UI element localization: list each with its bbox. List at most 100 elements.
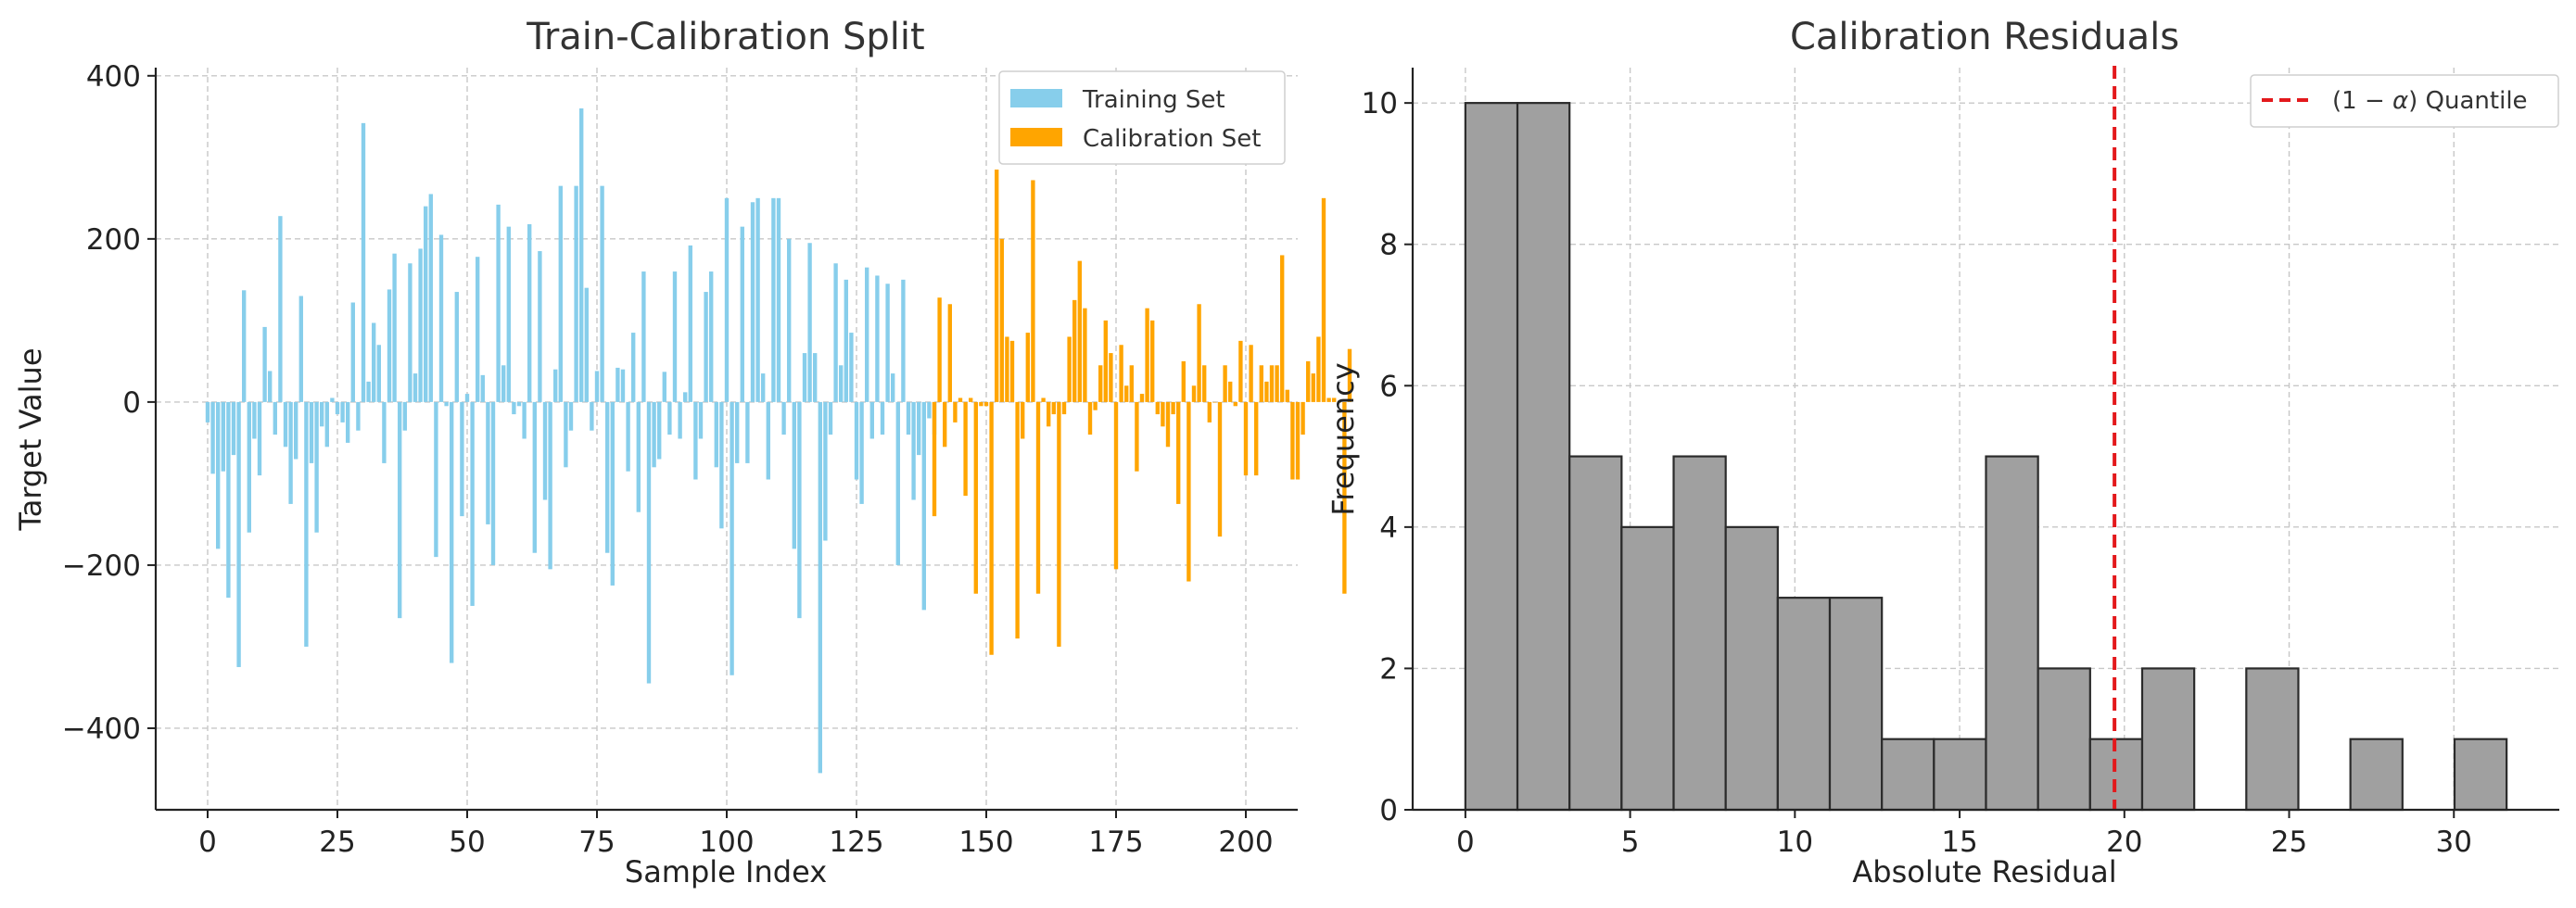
calibration-bar	[1098, 365, 1103, 402]
training-bar	[761, 373, 766, 402]
training-bar	[885, 284, 890, 402]
histogram-bar	[2453, 738, 2508, 812]
training-bar	[662, 372, 666, 402]
training-bar	[875, 275, 880, 402]
training-bar	[880, 401, 885, 435]
training-bar	[921, 401, 926, 611]
training-bar	[584, 287, 589, 402]
x-tick-label: 25	[2271, 826, 2307, 859]
training-bar	[361, 122, 366, 402]
training-bar	[309, 401, 314, 463]
calibration-bar	[953, 401, 958, 422]
training-bar	[854, 401, 859, 480]
calibration-bar	[1155, 401, 1160, 415]
training-bar	[257, 401, 262, 476]
training-bar	[398, 401, 402, 619]
training-bar	[454, 292, 459, 402]
calibration-bar	[1332, 397, 1337, 402]
training-bar	[330, 397, 335, 402]
histogram-bar	[2037, 667, 2091, 812]
calibration-bar	[1254, 401, 1259, 476]
training-bar	[470, 401, 475, 606]
calibration-bar	[1051, 401, 1056, 415]
training-bar	[859, 401, 864, 504]
training-bar	[895, 401, 900, 565]
y-axis-label: Frequency	[1326, 362, 1361, 515]
x-tick-label: 100	[699, 826, 754, 859]
calibration-bar	[1072, 299, 1077, 402]
training-bar	[672, 271, 678, 402]
training-bar	[704, 292, 708, 402]
training-bar	[605, 401, 610, 553]
training-bar	[797, 401, 802, 619]
training-bar	[382, 401, 387, 463]
x-tick-label: 15	[1941, 826, 1977, 859]
calibration-bar	[1165, 401, 1171, 448]
axes: 0 25 50 75 100 125 150 175 200 −400 −200 0 200 400	[62, 60, 1298, 859]
training-bar	[646, 401, 652, 684]
training-bar	[698, 401, 704, 439]
calibration-bar	[1161, 401, 1165, 427]
legend-swatch-training	[1010, 89, 1062, 107]
calibration-bar	[1145, 308, 1149, 402]
training-bar	[615, 367, 620, 402]
calibration-bar	[1025, 333, 1030, 402]
training-bar	[730, 401, 734, 675]
training-bar	[252, 401, 257, 439]
calibration-bar	[1021, 401, 1025, 439]
training-bar	[724, 197, 730, 402]
calibration-bar	[995, 170, 999, 402]
training-bar	[766, 401, 770, 480]
legend-label-training: Training Set	[1082, 86, 1225, 114]
training-bar	[652, 401, 656, 468]
calibration-bar	[1171, 401, 1175, 415]
training-bar	[450, 401, 454, 663]
training-bar	[579, 108, 584, 402]
training-bar	[366, 381, 371, 402]
histogram-bar	[1933, 738, 1987, 812]
training-bar	[574, 185, 578, 402]
calibration-bar	[947, 304, 952, 402]
calibration-bar	[1280, 255, 1285, 402]
histogram-bar	[1620, 525, 1675, 812]
calibration-bar	[1009, 340, 1015, 402]
training-bar	[532, 401, 537, 553]
training-bar	[688, 245, 692, 402]
training-bar	[755, 197, 760, 402]
histogram-bar	[1985, 455, 2039, 812]
train-calibration-chart: Train-Calibration Split 0 25 50 75 100 125 150…	[13, 16, 1352, 889]
calibration-bar	[1259, 365, 1263, 402]
training-bar	[564, 401, 568, 468]
y-tick-label: 200	[86, 223, 141, 257]
training-bar	[376, 345, 381, 402]
training-bar	[927, 401, 932, 419]
training-bar	[823, 401, 828, 541]
histogram-bar	[1672, 455, 1727, 812]
y-tick-label: 8	[1379, 229, 1398, 262]
y-tick-label: 2	[1379, 652, 1398, 686]
calibration-bar	[1202, 365, 1207, 402]
training-bar	[496, 204, 501, 402]
calibration-bar	[1150, 320, 1155, 402]
training-bar	[683, 392, 688, 402]
calibration-bar	[1238, 340, 1243, 402]
calibration-bar	[1264, 381, 1269, 402]
training-bar	[231, 401, 236, 456]
x-tick-label: 125	[829, 826, 883, 859]
x-tick-label: 0	[198, 826, 217, 859]
training-bar	[787, 238, 792, 402]
calibration-bar	[1047, 401, 1051, 427]
legend-label-quantile: (1 − α) Quantile	[2332, 87, 2528, 115]
training-bar	[538, 251, 542, 402]
training-bar	[273, 401, 277, 435]
training-bar	[522, 401, 527, 439]
calibration-bar	[1347, 348, 1352, 402]
x-tick-label: 150	[958, 826, 1013, 859]
calibration-bar	[1233, 401, 1237, 407]
training-bar	[340, 401, 345, 422]
training-bar	[844, 279, 848, 402]
training-bar	[288, 401, 293, 504]
y-tick-label: 400	[86, 60, 141, 94]
training-bar	[558, 185, 563, 402]
training-bar	[553, 369, 558, 402]
